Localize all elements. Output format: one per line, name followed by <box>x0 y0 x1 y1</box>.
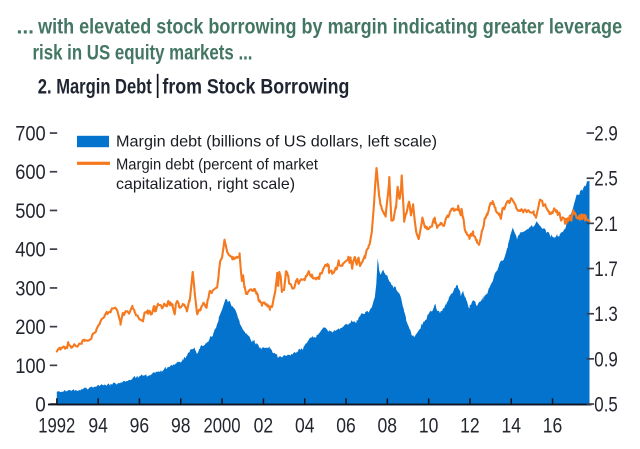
svg-text:0: 0 <box>35 394 46 417</box>
svg-text:1.7: 1.7 <box>594 258 618 281</box>
svg-text:08: 08 <box>378 415 398 438</box>
svg-text:0.9: 0.9 <box>594 348 618 371</box>
svg-text:with elevated stock borrowing: with elevated stock borrowing by margin … <box>37 15 622 39</box>
svg-text:2.1: 2.1 <box>594 213 618 236</box>
svg-text:2.9: 2.9 <box>594 123 618 146</box>
svg-text:98: 98 <box>171 415 191 438</box>
svg-text:1992: 1992 <box>38 415 75 438</box>
svg-text:12: 12 <box>460 415 480 438</box>
svg-text:from Stock Borrowing: from Stock Borrowing <box>162 76 349 99</box>
svg-text:500: 500 <box>15 200 46 223</box>
svg-text:2. Margin Debt: 2. Margin Debt <box>38 76 152 99</box>
svg-text:Margin debt (percent of market: Margin debt (percent of market <box>116 157 319 174</box>
svg-text:04: 04 <box>295 415 315 438</box>
svg-text:700: 700 <box>15 123 46 146</box>
svg-text:1.3: 1.3 <box>594 303 618 326</box>
svg-text:14: 14 <box>501 415 521 438</box>
svg-text:10: 10 <box>419 415 439 438</box>
svg-text:96: 96 <box>130 415 150 438</box>
svg-text:Margin debt (billions of US do: Margin debt (billions of US dollars, lef… <box>116 134 437 151</box>
svg-text:300: 300 <box>15 277 46 300</box>
svg-text:06: 06 <box>336 415 356 438</box>
svg-text:100: 100 <box>15 355 46 378</box>
svg-text:2000: 2000 <box>204 415 241 438</box>
svg-text:16: 16 <box>543 415 563 438</box>
svg-text:600: 600 <box>15 161 46 184</box>
svg-text:risk in US equity markets ...: risk in US equity markets ... <box>33 41 253 65</box>
svg-text:...: ... <box>17 15 35 39</box>
svg-text:94: 94 <box>88 415 108 438</box>
svg-text:capitalization, right scale): capitalization, right scale) <box>116 176 295 193</box>
svg-text:2.5: 2.5 <box>594 168 618 191</box>
svg-text:400: 400 <box>15 239 46 262</box>
svg-text:02: 02 <box>254 415 274 438</box>
svg-text:0.5: 0.5 <box>594 394 618 417</box>
svg-text:200: 200 <box>15 316 46 339</box>
